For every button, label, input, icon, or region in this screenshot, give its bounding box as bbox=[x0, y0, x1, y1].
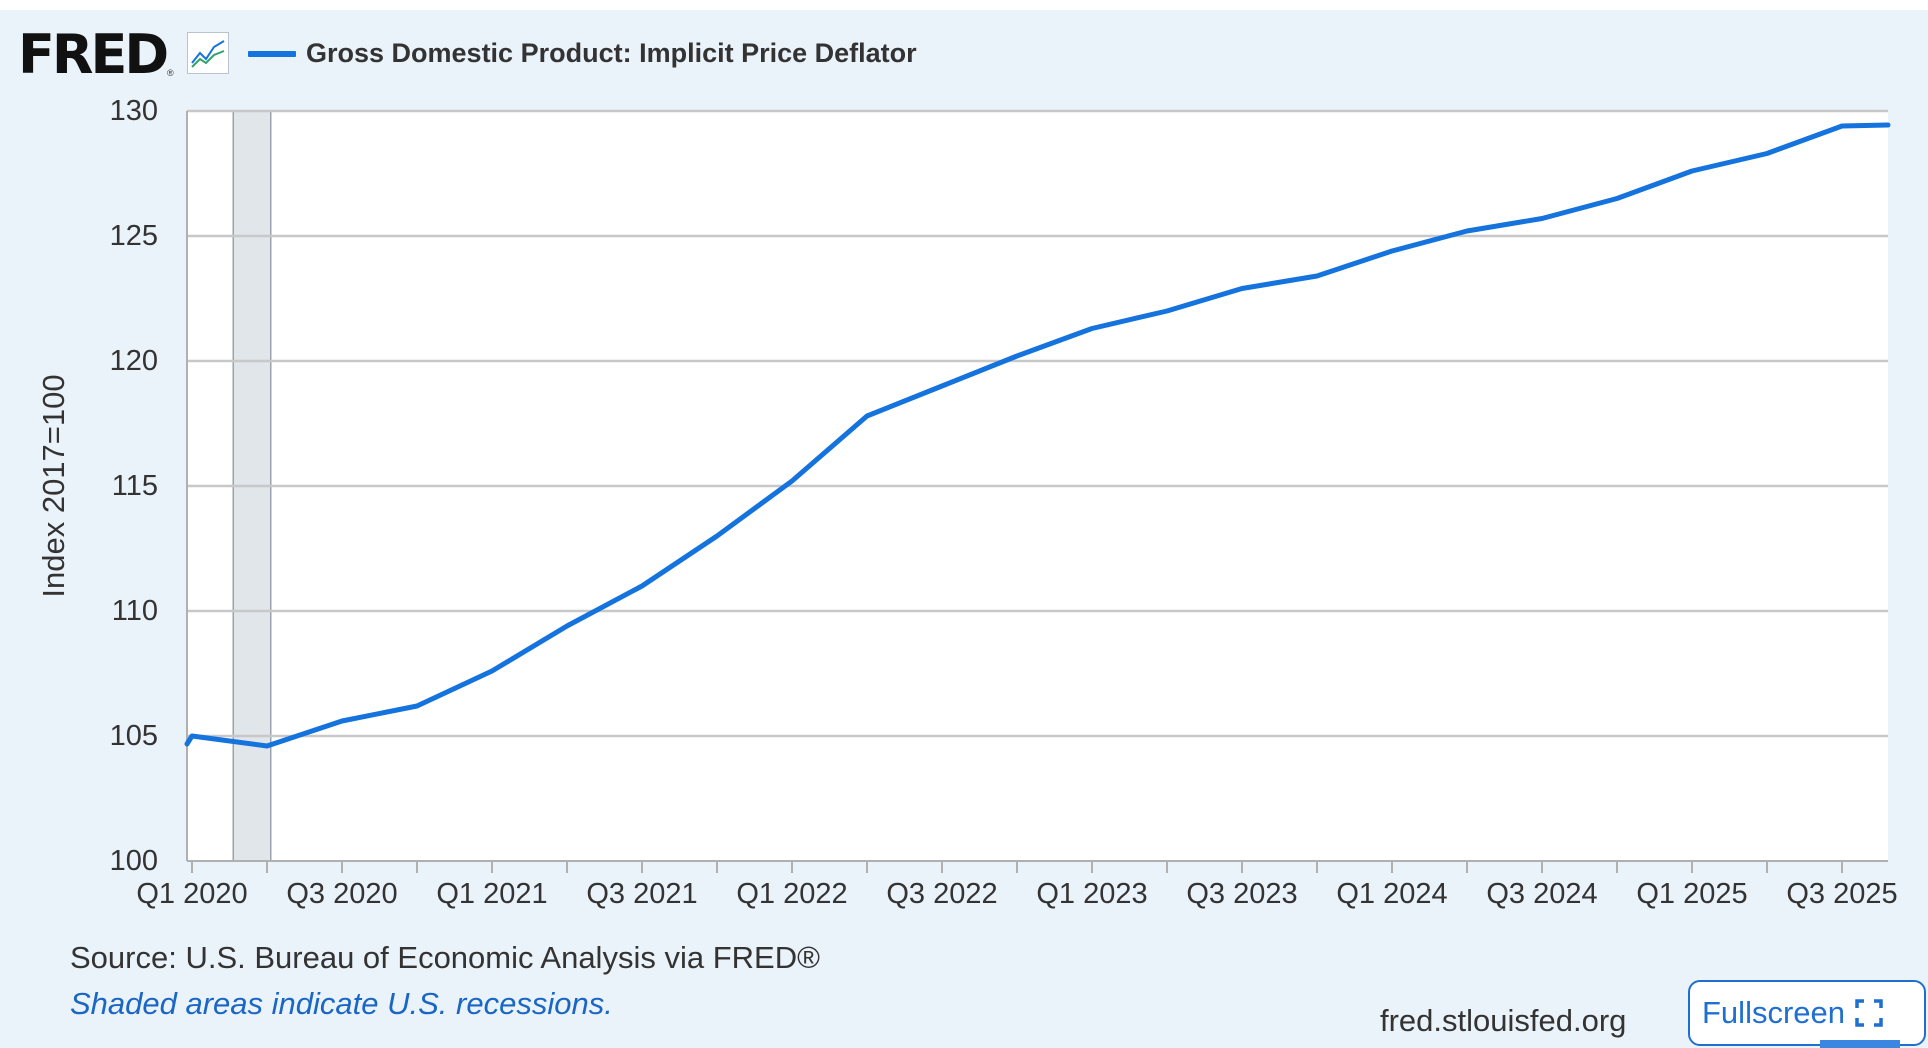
x-tick-label: Q1 2024 bbox=[1336, 878, 1447, 910]
x-tick-labels: Q1 2020 Q3 2020 Q1 2021 Q3 2021 Q1 2022 Q3 20… bbox=[136, 861, 1898, 910]
x-tick-label: Q3 2021 bbox=[586, 878, 697, 910]
y-tick-label: 110 bbox=[112, 595, 158, 627]
series-line[interactable] bbox=[184, 122, 1891, 749]
x-tick-label: Q1 2025 bbox=[1636, 878, 1747, 910]
y-tick-label: 120 bbox=[110, 345, 158, 377]
x-tick-label: Q3 2020 bbox=[286, 878, 397, 910]
series-layer bbox=[184, 122, 1891, 749]
fullscreen-underline bbox=[1820, 1040, 1900, 1048]
x-tick-label: Q3 2025 bbox=[1786, 878, 1897, 910]
fred-logo[interactable]: FRED bbox=[18, 23, 169, 86]
y-tick-label: 130 bbox=[110, 95, 158, 127]
y-tick-label: 115 bbox=[112, 470, 158, 502]
legend-label[interactable]: Gross Domestic Product: Implicit Price D… bbox=[306, 38, 917, 68]
expand-icon bbox=[1855, 999, 1883, 1027]
line-chart-icon[interactable] bbox=[187, 32, 229, 74]
logo-registered-mark: ® bbox=[167, 68, 174, 78]
fullscreen-label: Fullscreen bbox=[1702, 995, 1845, 1030]
x-tick-label: Q1 2021 bbox=[436, 878, 547, 910]
line-chart-icon-glyph bbox=[191, 40, 225, 68]
gridlines bbox=[186, 109, 1888, 862]
source-note: Source: U.S. Bureau of Economic Analysis… bbox=[70, 940, 820, 975]
x-tick-label: Q1 2020 bbox=[136, 878, 247, 910]
fullscreen-button[interactable]: Fullscreen bbox=[1688, 980, 1926, 1046]
x-tick-label: Q1 2023 bbox=[1036, 878, 1147, 910]
site-link[interactable]: fred.stlouisfed.org bbox=[1380, 1003, 1627, 1038]
x-tick-label: Q3 2023 bbox=[1186, 878, 1297, 910]
recession-note: Shaded areas indicate U.S. recessions. bbox=[70, 986, 613, 1021]
y-tick-label: 105 bbox=[110, 720, 158, 752]
x-tick-label: Q1 2022 bbox=[736, 878, 847, 910]
legend-swatch bbox=[248, 51, 296, 57]
x-tick-label: Q3 2022 bbox=[886, 878, 997, 910]
y-axis-label: Index 2017=100 bbox=[36, 374, 71, 597]
y-tick-label: 125 bbox=[110, 220, 158, 252]
y-tick-label: 100 bbox=[110, 845, 158, 877]
y-tick-labels: 100 105 110 115 120 125 130 bbox=[110, 95, 158, 877]
x-tick-label: Q3 2024 bbox=[1486, 878, 1597, 910]
